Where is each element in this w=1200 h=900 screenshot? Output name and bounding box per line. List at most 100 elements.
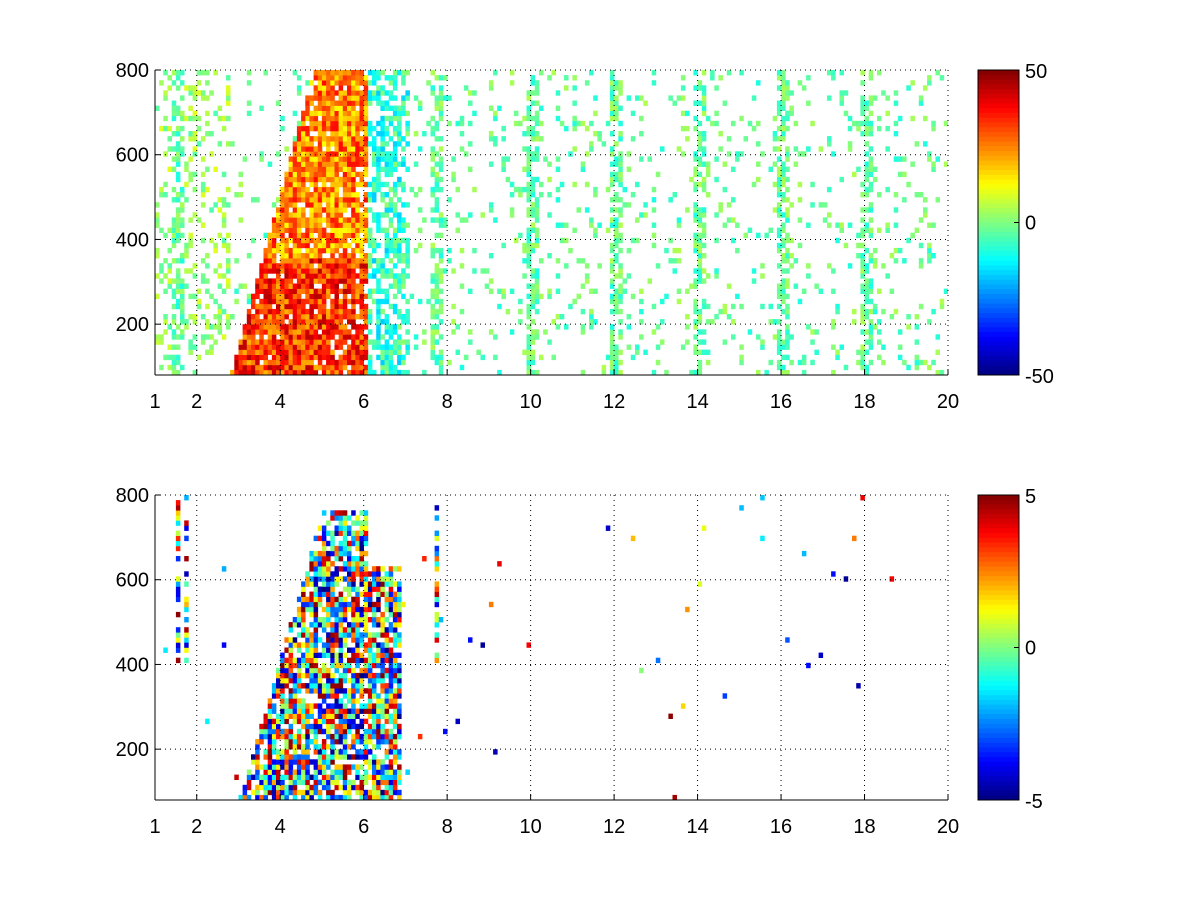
heatmap-cell [760, 535, 765, 542]
heatmap-cell [321, 105, 327, 111]
heatmap-cell [180, 253, 185, 259]
heatmap-cell [384, 672, 390, 679]
heatmap-cell [180, 146, 185, 152]
heatmap-cell [184, 556, 189, 562]
heatmap-cell [338, 278, 344, 284]
colorbar-segment [978, 255, 1019, 262]
heatmap-cell [305, 739, 310, 745]
colorbar-segment [978, 747, 1019, 753]
heatmap-cell [276, 273, 281, 279]
heatmap-cell [347, 515, 352, 521]
heatmap-cell [263, 718, 268, 725]
heatmap-cell [292, 617, 298, 623]
heatmap-cell [321, 617, 327, 623]
heatmap-cell [380, 364, 385, 371]
heatmap-cell [392, 627, 398, 633]
heatmap-cell [363, 510, 369, 516]
heatmap-cell [334, 728, 339, 735]
x-tick-label: 20 [937, 816, 959, 838]
heatmap-cell [326, 354, 331, 361]
heatmap-cell [234, 298, 239, 305]
heatmap-cell [885, 273, 890, 279]
heatmap-cell [468, 141, 473, 147]
heatmap-cell [321, 739, 327, 745]
heatmap-cell [246, 344, 252, 350]
heatmap-cell [351, 273, 356, 279]
heatmap-cell [263, 789, 268, 796]
heatmap-cell [380, 581, 385, 587]
heatmap-cell [564, 125, 569, 132]
heatmap-cell [605, 227, 611, 233]
heatmap-cell [781, 227, 786, 233]
heatmap-cell [363, 530, 369, 536]
heatmap-cell [180, 278, 185, 284]
heatmap-cell [438, 110, 444, 117]
heatmap-cell [284, 339, 289, 345]
heatmap-cell [380, 369, 385, 375]
heatmap-cell [351, 510, 356, 516]
heatmap-cell [589, 324, 594, 330]
heatmap-cell [288, 298, 294, 305]
heatmap-cell [384, 192, 390, 198]
heatmap-cell [776, 329, 782, 335]
heatmap-cell [301, 181, 306, 188]
heatmap-cell [693, 85, 698, 91]
heatmap-cell [313, 253, 319, 259]
heatmap-cell [372, 161, 377, 167]
heatmap-cell [267, 369, 273, 375]
heatmap-cell [438, 105, 444, 111]
heatmap-cell [313, 586, 319, 592]
heatmap-cell [280, 354, 285, 361]
heatmap-cell [292, 784, 298, 791]
heatmap-cell [618, 369, 623, 375]
heatmap-cell [317, 561, 323, 567]
heatmap-cell [927, 253, 932, 259]
heatmap-cell [338, 161, 344, 167]
heatmap-cell [359, 110, 364, 117]
heatmap-cell [301, 586, 306, 592]
heatmap-cell [405, 344, 410, 350]
heatmap-cell [251, 314, 256, 320]
heatmap-cell [301, 764, 306, 770]
heatmap-cell [267, 334, 273, 340]
heatmap-cell [288, 678, 294, 684]
heatmap-cell [355, 571, 360, 577]
heatmap-cell [609, 263, 615, 269]
heatmap-cell [330, 535, 335, 542]
heatmap-cell [380, 688, 385, 694]
heatmap-cell [288, 334, 294, 340]
heatmap-cell [255, 739, 260, 745]
heatmap-cell [392, 754, 398, 760]
heatmap-cell [572, 115, 577, 122]
heatmap-cell [747, 120, 753, 127]
heatmap-cell [931, 253, 936, 259]
heatmap-cell [251, 759, 256, 765]
colorbar-segment [978, 657, 1019, 663]
heatmap-cell [526, 207, 531, 213]
heatmap-cell [188, 232, 193, 239]
heatmap-cell [380, 698, 385, 704]
heatmap-cell [296, 703, 302, 709]
heatmap-cell [705, 303, 711, 310]
heatmap-cell [731, 120, 736, 127]
heatmap-cell [564, 237, 569, 244]
heatmap-cell [392, 232, 398, 239]
heatmap-cell [175, 278, 181, 284]
heatmap-cell [338, 601, 344, 608]
heatmap-cell [434, 105, 440, 111]
heatmap-cell [159, 278, 164, 284]
heatmap-cell [359, 606, 364, 613]
heatmap-cell [355, 698, 360, 704]
heatmap-cell [175, 540, 181, 547]
heatmap-cell [351, 212, 356, 218]
heatmap-cell [676, 222, 682, 228]
heatmap-cell [376, 647, 381, 653]
heatmap-cell [301, 723, 306, 730]
heatmap-cell [330, 515, 335, 521]
heatmap-cell [284, 283, 289, 289]
heatmap-cell [701, 90, 707, 96]
heatmap-cell [326, 708, 331, 714]
heatmap-cell [367, 120, 373, 127]
heatmap-cell [789, 90, 794, 96]
